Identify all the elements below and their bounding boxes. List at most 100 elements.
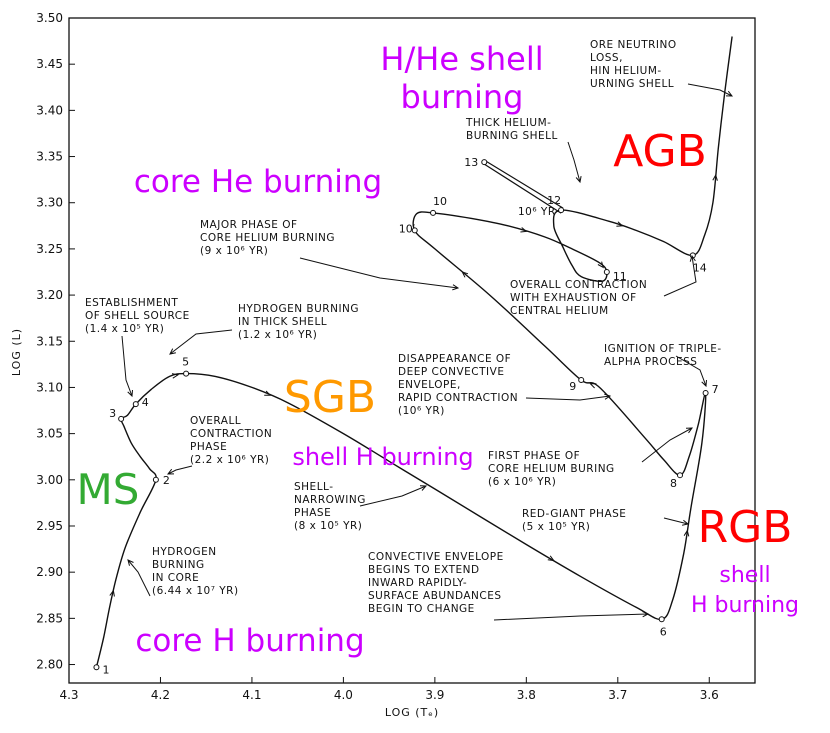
- annotation-line: URNING SHELL: [590, 78, 674, 90]
- track-direction-arrow: [109, 589, 115, 597]
- annotation-text: RED-GIANT PHASE(5 x 10⁵ YR): [522, 508, 626, 533]
- annotation-arrow: [359, 485, 428, 507]
- x-tick-label: 4.2: [151, 688, 170, 702]
- annotation-line: (6.44 x 10⁷ YR): [152, 585, 239, 597]
- annotation-arrow: [567, 141, 582, 184]
- annotation-line: ORE NEUTRINO: [590, 39, 677, 51]
- annotation-line: DEEP CONVECTIVE: [398, 366, 504, 378]
- y-tick-label: 3.20: [36, 288, 63, 302]
- x-axis: 4.3 4.2 4.1 4.0 3.9 3.8 3.7 3.6: [59, 677, 719, 702]
- annotation-line: INWARD RAPIDLY-: [368, 577, 467, 589]
- annotation-line: 10⁶ YR: [518, 206, 556, 218]
- annotation-arrow: [493, 611, 650, 621]
- annotation-line: (5 x 10⁵ YR): [522, 521, 590, 533]
- track-direction-arrow: [616, 221, 624, 227]
- stage-point: [481, 159, 488, 166]
- stage-point: [702, 389, 709, 396]
- label-rgb-shell: shell: [719, 563, 770, 588]
- label-core-he-burning: core He burning: [134, 164, 382, 200]
- y-tick-label: 3.15: [36, 334, 63, 348]
- annotation-arrow: [675, 355, 707, 388]
- y-tick-label: 3.50: [36, 11, 63, 25]
- annotation-line: OVERALL: [190, 415, 241, 427]
- stage-point-label: 9: [569, 380, 576, 393]
- annotation-line: OVERALL CONTRACTION: [510, 279, 647, 291]
- annotation-line: RAPID CONTRACTION: [398, 392, 518, 404]
- label-shell-h-burning: shell H burning: [292, 443, 473, 471]
- track-direction-arrow: [683, 529, 690, 537]
- stage-point-label: 3: [109, 407, 116, 420]
- annotation-line: IGNITION OF TRIPLE-: [604, 343, 722, 355]
- y-tick-label: 3.00: [36, 473, 63, 487]
- annotation-line: HYDROGEN BURNING: [238, 303, 359, 315]
- annotation-line: IN CORE: [152, 572, 199, 584]
- annotation-line: BURNING SHELL: [466, 130, 558, 142]
- annotation-line: SURFACE ABUNDANCES: [368, 590, 502, 602]
- x-tick-label: 4.3: [59, 688, 78, 702]
- label-rgb: RGB: [698, 502, 793, 553]
- label-hhe-shell: H/He shell: [380, 40, 543, 78]
- annotation-arrow: [641, 427, 694, 463]
- stage-point-label: 10′: [399, 222, 416, 235]
- annotation-line: CORE HELIUM BURNING: [200, 232, 335, 244]
- x-tick-label: 4.0: [334, 688, 353, 702]
- label-rgb-h-burning: H burning: [691, 593, 799, 618]
- annotation-arrow: [299, 257, 460, 291]
- annotation-line: BURNING: [152, 559, 205, 571]
- annotation-line: (10⁶ YR): [398, 405, 445, 417]
- stage-point-label: 5: [182, 356, 189, 369]
- annotation-arrow: [166, 465, 193, 475]
- stage-point: [132, 401, 139, 408]
- annotation-arrow: [663, 517, 690, 526]
- stage-point-label: 1: [102, 663, 109, 676]
- stage-point: [558, 207, 565, 214]
- track-direction-arrow: [589, 383, 597, 389]
- annotation-line: IN THICK SHELL: [238, 316, 327, 328]
- annotation-arrow: [121, 335, 133, 398]
- x-tick-label: 3.8: [517, 688, 536, 702]
- stage-point: [93, 664, 100, 671]
- annotation-line: ENVELOPE,: [398, 379, 461, 391]
- stage-point-label: 4: [142, 396, 149, 409]
- y-tick-label: 3.25: [36, 242, 63, 256]
- annotation-arrow: [687, 83, 734, 97]
- label-ms: MS: [77, 465, 140, 514]
- x-tick-label: 3.9: [425, 688, 444, 702]
- y-tick-label: 3.35: [36, 150, 63, 164]
- annotation-line: PHASE: [294, 507, 331, 519]
- label-hhe-burning: burning: [401, 78, 524, 116]
- stage-point: [118, 415, 125, 422]
- track-direction-arrow: [520, 227, 528, 233]
- annotation-arrow: [127, 559, 151, 597]
- track-direction-arrow: [264, 390, 272, 396]
- annotation-line: MAJOR PHASE OF: [200, 219, 298, 231]
- stage-point: [578, 377, 585, 384]
- y-tick-label: 2.95: [36, 519, 63, 533]
- track-direction-arrow: [547, 555, 555, 562]
- y-tick-label: 3.45: [36, 57, 63, 71]
- stage-point: [658, 616, 665, 623]
- stage-point-label: 8: [670, 477, 677, 490]
- y-axis-label: LOG (L): [10, 328, 23, 376]
- annotation-line: DISAPPEARANCE OF: [398, 353, 511, 365]
- y-tick-label: 3.30: [36, 196, 63, 210]
- stage-point: [411, 227, 418, 234]
- annotation-line: OF SHELL SOURCE: [85, 310, 190, 322]
- annotation-line: BEGIN TO CHANGE: [368, 603, 475, 615]
- helium-shell-track: [483, 159, 564, 214]
- annotation-line: (1.4 x 10⁵ YR): [85, 323, 164, 335]
- stage-point: [152, 476, 159, 483]
- annotation-text: 10⁶ YR: [518, 206, 556, 218]
- stage-point-label: 13: [464, 156, 478, 169]
- annotation-text: IGNITION OF TRIPLE-ALPHA PROCESS: [604, 343, 722, 368]
